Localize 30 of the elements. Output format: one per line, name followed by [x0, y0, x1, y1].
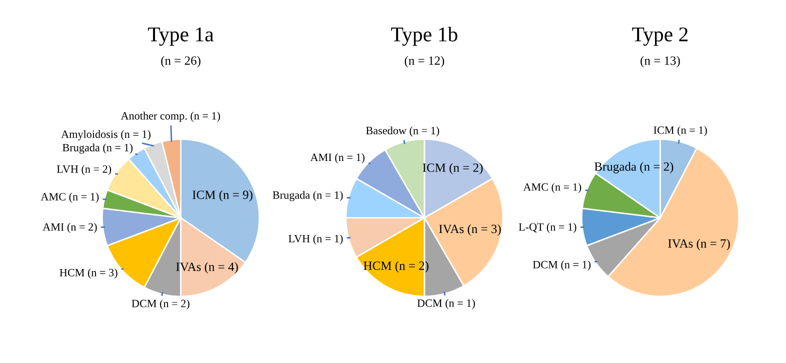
slice-label: Brugada (n = 2) [594, 162, 674, 174]
slice-label: AMI (n = 1) [310, 153, 364, 164]
slice-label: AMC (n = 1) [40, 192, 99, 203]
chart-subtitle: (n = 13) [640, 56, 680, 68]
slice-label: Brugada (n = 1) [272, 190, 343, 202]
chart-title: Type 1a [148, 28, 214, 46]
slice-label: AMI (n = 2) [42, 222, 97, 233]
slice-label: Brugada (n = 1) [62, 144, 133, 154]
slice-label: IVAs (n = 4) [176, 262, 238, 274]
slice-label: LVH (n = 2) [56, 164, 112, 176]
slice-label: ICM (n = 9) [192, 190, 252, 202]
slice-label: IVAs (n = 3) [439, 224, 501, 236]
slice-label: HCM (n = 3) [60, 268, 118, 279]
slice-label: DCM (n = 1) [532, 260, 591, 271]
slice-label: AMC (n = 1) [523, 182, 582, 194]
slice-label: L-QT (n = 1) [518, 222, 576, 233]
slice-label: ICM (n = 2) [422, 163, 483, 174]
slice-label: Another comp. (n = 1) [120, 112, 220, 122]
slice-label: LVH (n = 1) [288, 234, 343, 245]
slice-label: HCM (n = 2) [364, 261, 428, 272]
slice-label: Amyloidosis (n = 1) [61, 130, 150, 140]
chart-title: Type 2 [632, 27, 688, 46]
chart-title: Type 1b [391, 26, 458, 46]
slice-label: ICM (n = 1) [654, 126, 707, 136]
slice-label: Basedow (n = 1) [366, 126, 440, 137]
chart-subtitle: (n = 12) [404, 56, 444, 68]
slice-label: IVAs (n = 7) [668, 238, 730, 250]
slice-label: DCM (n = 1) [417, 299, 475, 310]
chart-subtitle: (n = 26) [161, 56, 200, 68]
slice-label: DCM (n = 2) [132, 299, 190, 310]
